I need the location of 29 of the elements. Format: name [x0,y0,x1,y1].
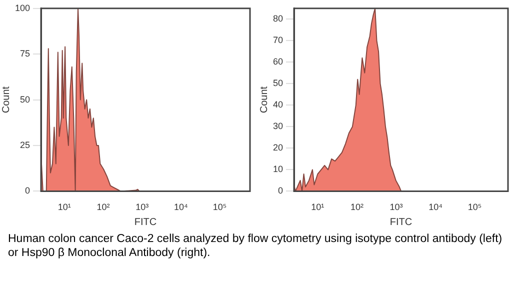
x-axis-title: FITC [390,216,412,228]
x-tick-label: 10² [350,202,364,212]
y-tick-label: 0 [278,186,284,196]
x-tick-label: 10⁴ [428,202,443,212]
x-tick-label: 10⁴ [174,202,188,212]
x-tick-label: 10⁵ [212,202,227,212]
x-tick-label: 10⁵ [468,202,482,212]
y-tick-label: 30 [272,121,284,132]
y-tick-label: 0 [25,186,30,196]
y-tick-label: 50 [20,94,30,104]
x-tick-label: 10¹ [58,202,71,212]
text: Human colon cancer Caco-2 cells analyzed by flow cytometry using isotype control antibody (left) or Hsp90 β Monoclonal Antibody (right). [8,232,504,260]
x-tick-label: 10² [96,202,110,212]
y-tick-label: 40 [272,100,284,110]
y-tick-label: 10 [272,164,284,174]
x-tick-label: 10³ [390,202,403,212]
y-axis-title: Count [258,86,270,114]
y-tick-label: 25 [20,140,30,150]
y-tick-label: 50 [272,78,284,88]
y-tick-label: 100 [14,2,30,13]
y-tick-label: 60 [272,56,284,67]
x-axis-title: FITC [134,216,157,228]
x-tick-label: 10¹ [311,202,324,212]
y-axis-title: Count [0,86,12,114]
y-tick-label: 20 [272,142,284,153]
y-tick-label: 80 [272,14,284,24]
y-tick-label: 70 [272,35,284,46]
y-tick-label: 75 [20,48,30,59]
x-tick-label: 10³ [136,202,149,212]
